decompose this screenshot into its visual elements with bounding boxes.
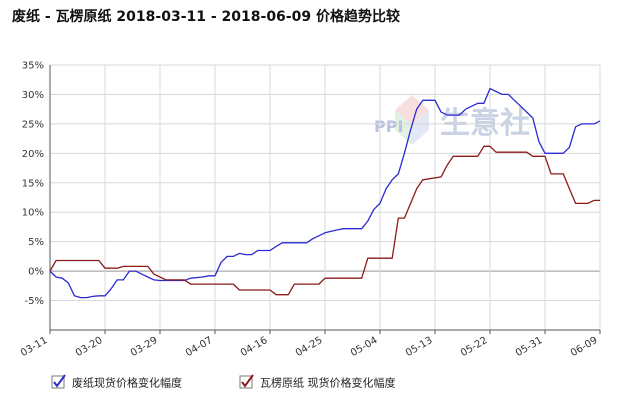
legend: 废纸现货价格变化幅度 瓦楞原纸 现货价格变化幅度	[51, 374, 396, 390]
x-tick-label: 04-07	[184, 335, 215, 359]
y-tick-label: 10%	[22, 208, 44, 219]
x-tick-label: 04-25	[294, 335, 325, 359]
watermark-diamond-left	[395, 110, 412, 145]
y-tick-label: 20%	[22, 149, 44, 160]
x-tick-label: 05-13	[404, 335, 435, 359]
x-tick-label: 03-29	[129, 335, 160, 359]
x-tick-label: 04-16	[239, 335, 270, 359]
y-tick-label: 15%	[22, 178, 44, 189]
x-tick-label: 05-31	[514, 335, 545, 359]
watermark-logo: PPI 生意社	[374, 95, 530, 145]
watermark-logo-text: PPI	[374, 117, 403, 136]
y-tick-label: 25%	[22, 119, 44, 130]
series	[49, 87, 601, 299]
x-tick-label: 05-04	[349, 335, 380, 359]
x-tick-label: 06-09	[569, 335, 600, 359]
y-tick-label: 5%	[28, 237, 44, 248]
series-line-2	[49, 145, 600, 296]
y-tick-label: -5%	[25, 296, 44, 307]
grid	[49, 64, 601, 331]
legend-label: 瓦楞原纸 现货价格变化幅度	[260, 376, 396, 390]
legend-label: 废纸现货价格变化幅度	[72, 376, 182, 390]
watermark-diamond-right	[412, 110, 429, 145]
x-tick-label: 03-11	[19, 335, 50, 359]
x-tick-label: 05-22	[459, 335, 490, 359]
legend-item-1[interactable]: 废纸现货价格变化幅度	[51, 374, 182, 390]
legend-item-2[interactable]: 瓦楞原纸 现货价格变化幅度	[239, 374, 396, 390]
y-tick-label: 0%	[28, 267, 44, 278]
check-icon	[241, 374, 254, 388]
chart-title: 废纸 - 瓦楞原纸 2018-03-11 - 2018-06-09 价格趋势比较	[12, 9, 400, 25]
x-tick-label: 03-20	[74, 335, 105, 359]
check-icon	[53, 374, 66, 388]
series-line-1	[49, 87, 601, 299]
y-tick-label: 30%	[22, 90, 44, 101]
y-tick-label: 35%	[22, 61, 44, 72]
